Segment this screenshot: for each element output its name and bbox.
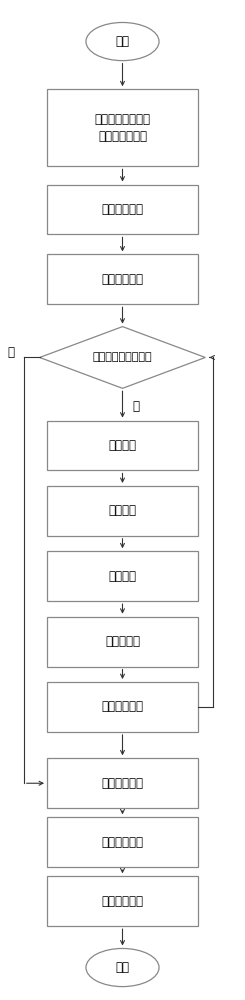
- Ellipse shape: [86, 948, 159, 987]
- FancyBboxPatch shape: [47, 254, 198, 304]
- Text: 是: 是: [7, 346, 14, 359]
- Text: 生成新的子代: 生成新的子代: [101, 700, 144, 713]
- Text: 否: 否: [132, 400, 139, 413]
- FancyBboxPatch shape: [47, 185, 198, 234]
- Text: 结束: 结束: [115, 961, 130, 974]
- Text: 保留最优个体: 保留最优个体: [101, 777, 144, 790]
- Text: 输出调度文件: 输出调度文件: [101, 895, 144, 908]
- FancyBboxPatch shape: [47, 876, 198, 926]
- Text: 计算适应度: 计算适应度: [105, 635, 140, 648]
- FancyBboxPatch shape: [47, 89, 198, 166]
- FancyBboxPatch shape: [47, 486, 198, 536]
- Text: 是否满足终止条件？: 是否满足终止条件？: [93, 352, 152, 362]
- Text: 选定目标函数: 选定目标函数: [101, 203, 144, 216]
- FancyBboxPatch shape: [47, 551, 198, 601]
- Text: 生成初代种群: 生成初代种群: [101, 273, 144, 286]
- FancyBboxPatch shape: [47, 758, 198, 808]
- Text: 选择运算: 选择运算: [109, 439, 136, 452]
- FancyBboxPatch shape: [47, 682, 198, 732]
- Ellipse shape: [86, 22, 159, 61]
- Text: 开始: 开始: [115, 35, 130, 48]
- Text: 生成光伏出力及负
荷需求预测曲线: 生成光伏出力及负 荷需求预测曲线: [95, 113, 150, 143]
- Text: 设置储能功率: 设置储能功率: [101, 836, 144, 849]
- Text: 变异运算: 变异运算: [109, 570, 136, 583]
- Text: 交叉运算: 交叉运算: [109, 504, 136, 517]
- FancyBboxPatch shape: [47, 617, 198, 667]
- Polygon shape: [40, 327, 205, 388]
- FancyBboxPatch shape: [47, 421, 198, 470]
- FancyBboxPatch shape: [47, 817, 198, 867]
